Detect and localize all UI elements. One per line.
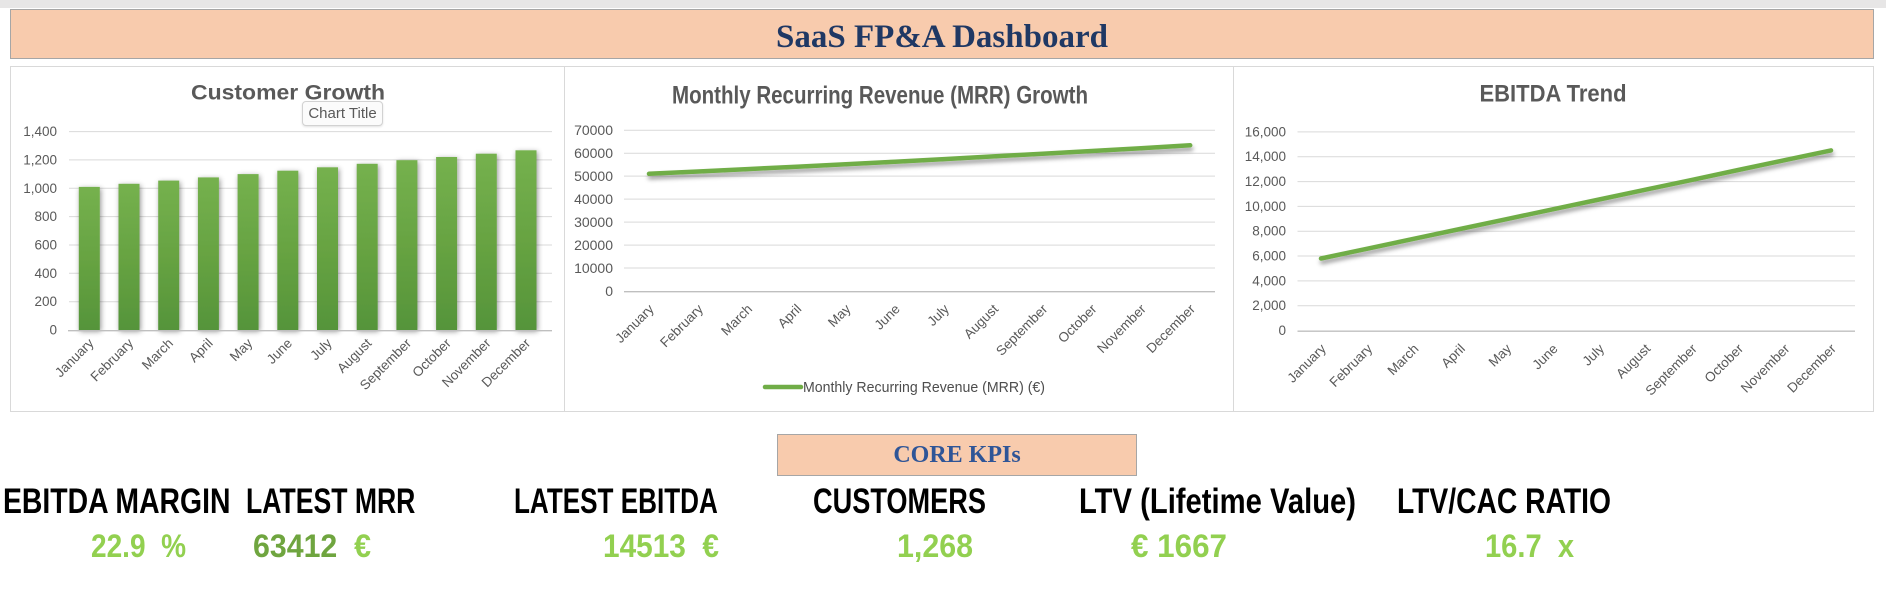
svg-text:July: July <box>307 335 335 363</box>
svg-text:0: 0 <box>1278 323 1286 338</box>
svg-text:August: August <box>1613 341 1654 382</box>
svg-text:January: January <box>612 301 657 346</box>
svg-text:10,000: 10,000 <box>1245 199 1286 214</box>
svg-text:8,000: 8,000 <box>1252 224 1286 239</box>
svg-text:Customer Growth: Customer Growth <box>191 82 385 105</box>
svg-text:1,000: 1,000 <box>23 181 57 196</box>
svg-text:0: 0 <box>49 323 57 338</box>
svg-text:March: March <box>1384 341 1421 378</box>
svg-text:February: February <box>1327 341 1376 390</box>
svg-text:2,000: 2,000 <box>1252 298 1286 313</box>
svg-text:October: October <box>1055 301 1100 346</box>
svg-text:14,000: 14,000 <box>1245 149 1286 164</box>
svg-text:May: May <box>825 301 854 330</box>
svg-text:16,000: 16,000 <box>1245 124 1286 139</box>
svg-text:50000: 50000 <box>574 168 613 184</box>
svg-text:September: September <box>1643 341 1701 399</box>
svg-text:20000: 20000 <box>574 237 613 253</box>
svg-text:December: December <box>1143 301 1198 356</box>
svg-text:December: December <box>1784 341 1839 396</box>
svg-text:August: August <box>961 301 1002 342</box>
svg-text:0: 0 <box>605 283 613 299</box>
svg-text:March: March <box>139 336 176 373</box>
svg-text:40000: 40000 <box>574 191 613 207</box>
svg-text:October: October <box>1702 341 1747 386</box>
svg-text:June: June <box>1529 341 1560 372</box>
svg-text:6,000: 6,000 <box>1252 249 1286 264</box>
svg-text:April: April <box>775 301 805 331</box>
svg-text:EBITDA Trend: EBITDA Trend <box>1480 81 1627 108</box>
svg-text:February: February <box>657 301 706 350</box>
svg-text:30000: 30000 <box>574 214 613 230</box>
svg-text:April: April <box>186 336 216 366</box>
svg-text:Monthly Recurring Revenue (MRR: Monthly Recurring Revenue (MRR) Growth <box>672 82 1088 110</box>
svg-text:200: 200 <box>34 294 57 309</box>
svg-text:May: May <box>227 335 256 364</box>
svg-text:4,000: 4,000 <box>1252 273 1286 288</box>
svg-text:July: July <box>924 301 952 329</box>
svg-text:June: June <box>264 336 295 367</box>
svg-text:March: March <box>718 301 755 338</box>
svg-text:70000: 70000 <box>574 122 613 138</box>
svg-text:February: February <box>88 335 137 384</box>
svg-text:November: November <box>1094 301 1149 356</box>
svg-text:400: 400 <box>34 266 57 281</box>
svg-text:12,000: 12,000 <box>1245 174 1286 189</box>
svg-text:April: April <box>1438 341 1468 371</box>
svg-text:800: 800 <box>34 209 57 224</box>
svg-text:Monthly Recurring Revenue (MRR: Monthly Recurring Revenue (MRR) (€) <box>803 379 1045 396</box>
svg-text:September: September <box>993 301 1051 359</box>
svg-text:January: January <box>1284 341 1329 386</box>
svg-text:60000: 60000 <box>574 145 613 161</box>
svg-text:10000: 10000 <box>574 260 613 276</box>
svg-text:600: 600 <box>34 238 57 253</box>
svg-text:July: July <box>1580 341 1608 369</box>
svg-text:May: May <box>1486 341 1515 370</box>
svg-text:June: June <box>872 301 903 332</box>
svg-text:November: November <box>1738 341 1793 396</box>
svg-text:1,400: 1,400 <box>23 124 57 139</box>
svg-text:1,200: 1,200 <box>23 152 57 167</box>
